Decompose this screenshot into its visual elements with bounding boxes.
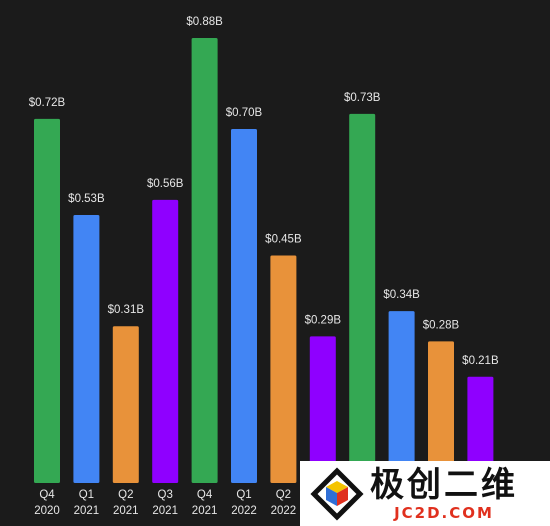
bar-10 bbox=[388, 311, 415, 483]
watermark: 极创二维 JC2D.COM bbox=[300, 461, 550, 526]
bar-9 bbox=[349, 113, 376, 484]
bar-8 bbox=[309, 336, 336, 483]
x-tick-label-4: Q3 2021 bbox=[152, 489, 178, 517]
bar-11 bbox=[428, 341, 454, 483]
value-label-2: $0.53B bbox=[68, 193, 105, 205]
value-label-3: $0.31B bbox=[108, 304, 145, 316]
bar-6 bbox=[231, 129, 257, 484]
x-tick-label-7: Q2 2022 bbox=[271, 489, 297, 517]
bar-5 bbox=[191, 38, 218, 483]
bars-group bbox=[34, 38, 494, 484]
value-label-5: $0.88B bbox=[186, 16, 223, 28]
value-label-7: $0.45B bbox=[265, 233, 302, 245]
bar-1 bbox=[34, 118, 60, 483]
watermark-chinese-text: 极创二维 bbox=[370, 464, 518, 505]
x-tick-label-3: Q2 2021 bbox=[113, 489, 139, 517]
watermark-domain-text: JC2D.COM bbox=[394, 503, 494, 522]
x-tick-label-1: Q4 2020 bbox=[34, 489, 60, 517]
bar-2 bbox=[73, 214, 100, 483]
bar-7 bbox=[270, 255, 297, 483]
value-label-10: $0.34B bbox=[383, 289, 420, 301]
value-label-8: $0.29B bbox=[305, 314, 342, 326]
value-label-11: $0.28B bbox=[423, 319, 460, 331]
value-label-1: $0.72B bbox=[29, 97, 66, 109]
value-label-9: $0.73B bbox=[344, 92, 381, 104]
x-tick-label-5: Q4 2021 bbox=[192, 489, 218, 517]
bar-12 bbox=[467, 376, 494, 483]
x-tick-label-6: Q1 2022 bbox=[231, 489, 257, 517]
bar-3 bbox=[112, 326, 139, 483]
x-tick-label-2: Q1 2021 bbox=[74, 489, 100, 517]
value-labels-group: $0.72B $0.53B $0.31B $0.56B $0.88B $0.70B $0.4… bbox=[29, 16, 499, 367]
watermark-text: 极创二维 JC2D.COM bbox=[370, 466, 518, 522]
value-label-4: $0.56B bbox=[147, 178, 184, 190]
bar-4 bbox=[152, 199, 179, 483]
value-label-6: $0.70B bbox=[226, 107, 263, 119]
cube-logo-icon bbox=[310, 466, 364, 521]
x-tick-labels-group: Q4 2020 Q1 2021 Q2 2021 Q3 2021 Q4 2021 Q1 2022 Q2 20… bbox=[34, 489, 296, 517]
value-label-12: $0.21B bbox=[462, 355, 499, 367]
